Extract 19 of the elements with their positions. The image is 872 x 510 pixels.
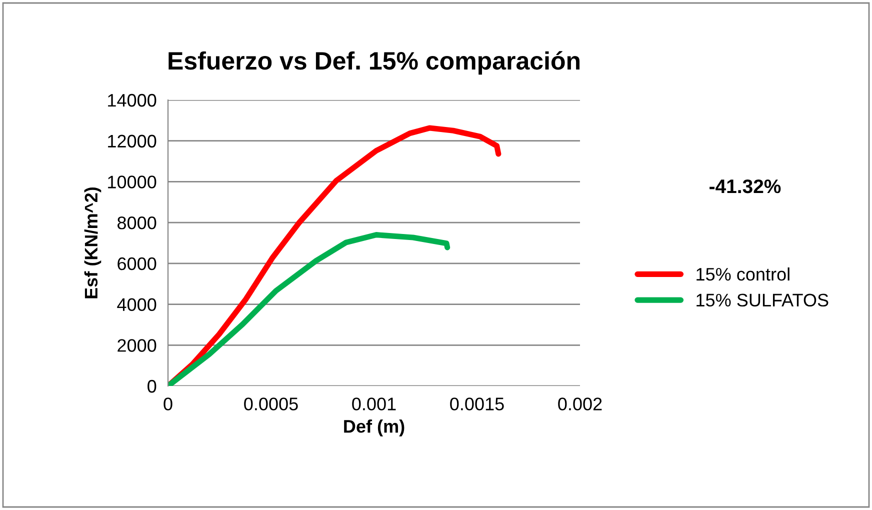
- chart-title: Esfuerzo vs Def. 15% comparación: [168, 51, 580, 75]
- x-tick-label: 0.0015: [450, 398, 504, 410]
- y-tick-label: 0: [148, 380, 156, 393]
- x-tick-label: 0: [164, 398, 172, 410]
- y-tick-label: 8000: [118, 216, 156, 230]
- legend-label: 15% SULFATOS: [696, 294, 828, 307]
- x-tick-label: 0.002: [558, 398, 602, 410]
- y-tick-label: 6000: [118, 257, 156, 270]
- y-tick-label: 14000: [108, 94, 156, 107]
- text: -41.32%: [710, 179, 781, 194]
- legend-label: 15% control: [696, 267, 790, 281]
- y-tick-label: 4000: [117, 298, 156, 312]
- x-axis-title: Def (m): [344, 420, 404, 436]
- y-tick-label: 10000: [108, 176, 156, 188]
- y-axis-title: Esf (KN/m^2): [84, 187, 102, 298]
- y-tick-label: 2000: [118, 339, 156, 352]
- y-tick-label: 12000: [108, 134, 156, 148]
- x-tick-label: 0.0005: [244, 398, 298, 410]
- x-tick-label: 0.001: [352, 398, 396, 410]
